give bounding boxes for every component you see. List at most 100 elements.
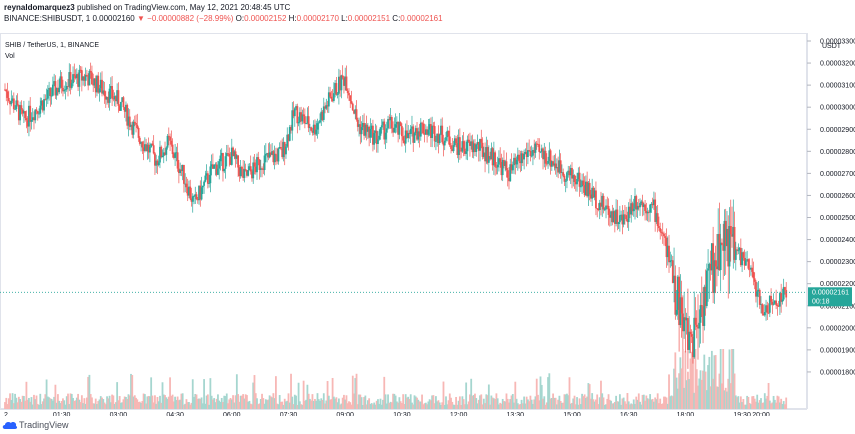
candle-body [462, 141, 465, 149]
candle-body [641, 201, 644, 207]
volume-bar [78, 399, 81, 409]
candle-body [251, 171, 253, 179]
candle-body [254, 166, 257, 173]
candle-body [395, 121, 398, 125]
volume-bar [194, 394, 197, 409]
candle-body [312, 124, 315, 133]
volume-bar [539, 376, 542, 409]
volume-bar [390, 402, 393, 409]
candle-body [780, 293, 783, 302]
candle-body [213, 164, 216, 169]
candle-body [709, 263, 712, 271]
author-name[interactable]: reynaldomarquez3 [4, 3, 75, 12]
candle-body [559, 160, 562, 173]
volume-bar [767, 382, 770, 409]
volume-bar [612, 403, 615, 409]
volume-bar [120, 402, 122, 409]
candle-body [453, 138, 456, 146]
price-chart[interactable]: SHIB / TetherUS, 1, BINANCE Vol 0.000033… [0, 24, 855, 416]
tradingview-brand[interactable]: TradingView [19, 420, 69, 430]
volume-bar [484, 403, 486, 409]
price-tick-label: 0.00002100 [820, 303, 855, 310]
volume-bar [616, 401, 619, 409]
volume-bar [50, 398, 53, 409]
volume-bar [14, 393, 16, 409]
volume-bar [462, 399, 465, 409]
candle-body [147, 144, 150, 153]
price-axis[interactable]: 0.00003300 0.00003200 0.00003100 0.00003000… [807, 39, 855, 377]
volume-bar [470, 378, 473, 409]
candle-body [72, 74, 74, 84]
volume-bar [138, 401, 141, 409]
candle-body [521, 153, 524, 160]
candle-body [301, 114, 304, 122]
volume-bar [230, 399, 233, 409]
candle-body [384, 132, 387, 140]
volume-bar [375, 400, 378, 409]
volume-bar [293, 394, 296, 409]
volume-bar [237, 394, 239, 409]
volume-bar [637, 393, 640, 409]
candle-body [210, 164, 213, 167]
candle-body [409, 128, 412, 134]
candle-body [761, 304, 764, 314]
volume-bar [452, 404, 455, 409]
candle-body [364, 124, 367, 136]
time-axis[interactable]: 2 01:30 03:00 04:30 06:00 07:30 09:00 10:30 12:0… [4, 412, 770, 416]
candle-body [335, 83, 338, 95]
candle-body [482, 152, 485, 157]
candle-body [584, 181, 587, 196]
candle-body [752, 271, 755, 279]
volume-bar [617, 401, 620, 409]
volume-bar [65, 396, 68, 409]
candle-body [161, 155, 164, 158]
candle-body [678, 276, 680, 326]
candle-body [431, 125, 434, 139]
tradingview-logo-icon[interactable] [2, 420, 18, 430]
volume-bar [708, 356, 711, 409]
volume-bar [568, 377, 571, 409]
time-tick-label: 15:00 [563, 412, 581, 416]
candle-body [164, 152, 166, 155]
volume-bar [542, 398, 544, 409]
volume-bar [433, 403, 436, 409]
candle-body [306, 116, 309, 124]
volume-bar [146, 396, 149, 409]
volume-bar [650, 399, 653, 409]
volume-bar [771, 402, 774, 409]
candle-body [664, 236, 667, 238]
volume-bar [140, 402, 142, 409]
candle-body [634, 196, 636, 209]
candle-body [552, 161, 554, 166]
candle-body [208, 183, 211, 184]
volume-bar [521, 403, 524, 409]
volume-bar [646, 398, 649, 409]
volume-bar [96, 404, 98, 409]
candle-body [62, 87, 64, 92]
volume-bar [624, 401, 626, 409]
volume-bar [117, 400, 120, 409]
volume-bar [496, 398, 499, 409]
candle-body [695, 324, 698, 327]
candle-body [592, 187, 595, 198]
volume-bar [640, 404, 643, 409]
candle-body [600, 202, 602, 207]
volume-bar [258, 403, 261, 409]
candle-body [14, 108, 16, 110]
candle-body [49, 87, 52, 97]
volume-bar [229, 398, 232, 409]
volume-bar [705, 390, 708, 409]
volume-bar [781, 403, 784, 409]
candle-body [561, 172, 563, 174]
volume-bar [70, 393, 73, 409]
volume-bar [442, 381, 445, 409]
candle-body [36, 111, 39, 114]
volume-bar [658, 403, 660, 409]
volume-bar [40, 404, 43, 409]
volume-bar [447, 400, 450, 409]
volume-bar [183, 404, 185, 409]
candle-body [331, 98, 334, 101]
candle-body [9, 100, 11, 105]
candle-body [11, 98, 14, 101]
volume-bar [498, 404, 500, 409]
